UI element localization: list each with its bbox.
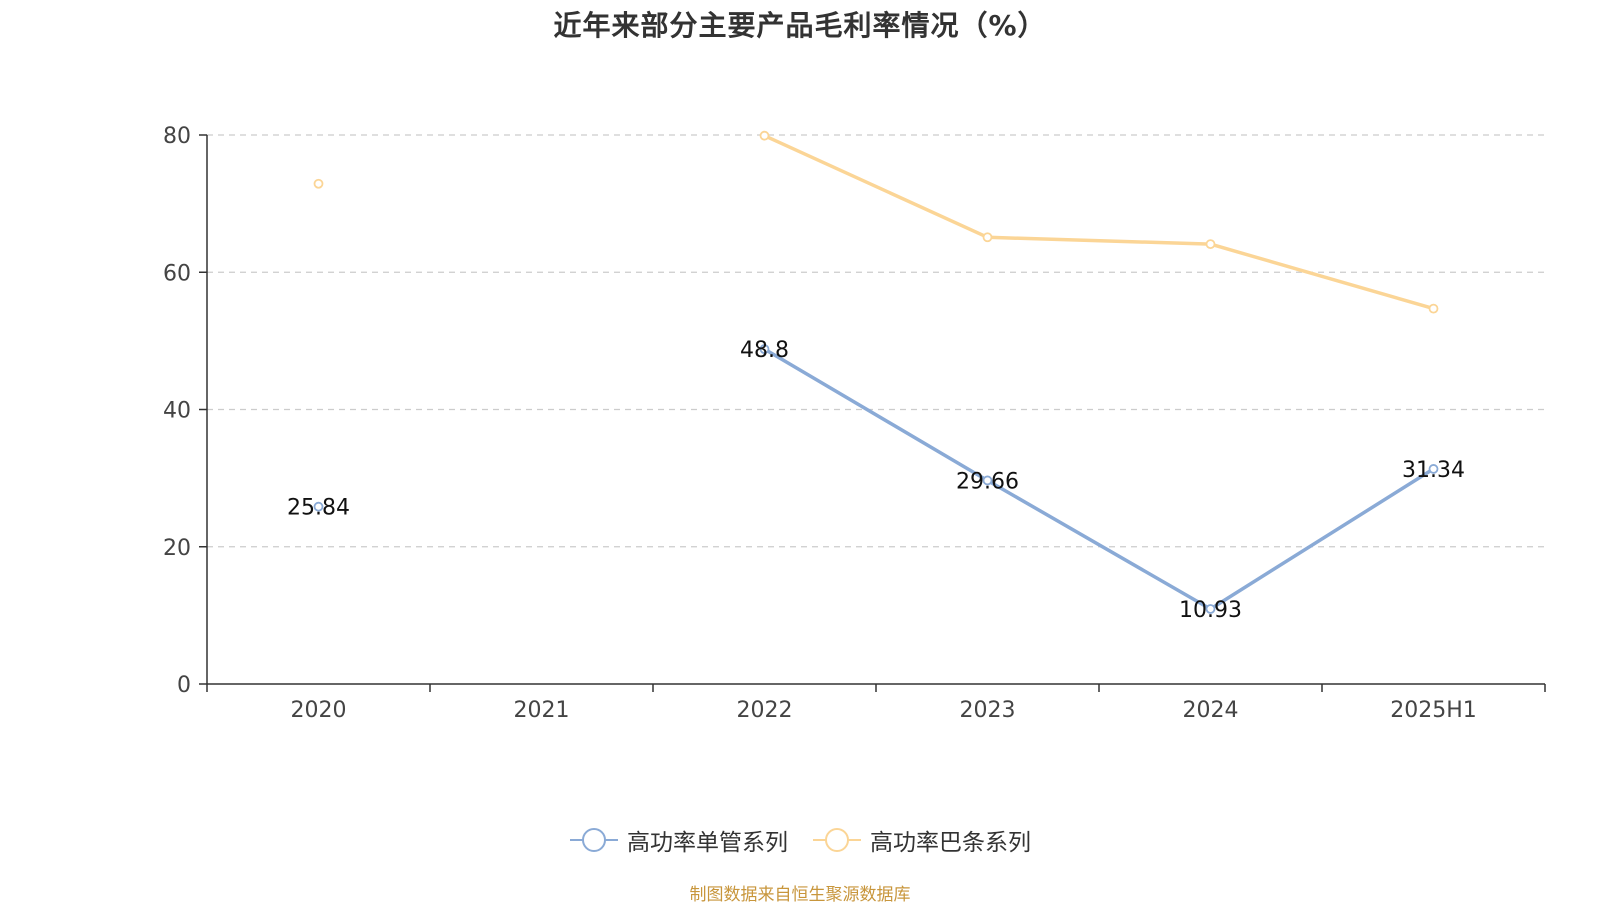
data-label: 31.34	[1402, 458, 1465, 483]
y-tick-label: 60	[163, 261, 191, 286]
x-tick-label: 2020	[291, 698, 347, 723]
series-line-2	[762, 133, 1436, 311]
legend-marker-icon	[813, 828, 861, 852]
y-tick-label: 40	[163, 399, 191, 424]
series-1-point[interactable]	[313, 501, 324, 512]
source-note: 制图数据来自恒生聚源数据库	[689, 885, 911, 905]
legend-item-1[interactable]: 高功率单管系列	[569, 823, 788, 857]
series-1-point[interactable]	[1428, 464, 1439, 474]
data-labels: 25.84 48.8 29.66 10.93 31.34	[287, 338, 1465, 623]
series-line-1	[762, 347, 1436, 611]
series-2-point[interactable]	[982, 232, 993, 243]
data-label: 10.93	[1179, 598, 1242, 623]
x-tick-label: 2022	[737, 698, 793, 723]
legend: 高功率单管系列 高功率巴条系列	[0, 820, 1600, 860]
x-tick-label: 2023	[960, 698, 1016, 723]
series-lines	[313, 130, 1439, 614]
legend-item-2[interactable]: 高功率巴条系列	[812, 823, 1031, 857]
series-1-point[interactable]	[1205, 604, 1216, 614]
legend-label: 高功率单管系列	[627, 830, 788, 856]
series-1-point[interactable]	[982, 475, 993, 486]
y-tick-label: 20	[163, 536, 191, 561]
series-2-point[interactable]	[1428, 303, 1439, 314]
series-1-point[interactable]	[759, 344, 770, 355]
chart-title: 近年来部分主要产品毛利率情况（%）	[553, 9, 1047, 42]
data-label: 29.66	[956, 469, 1019, 494]
x-tick-label: 2025H1	[1390, 698, 1477, 723]
data-label: 48.8	[740, 338, 789, 363]
y-tick-label: 0	[177, 673, 191, 698]
legend-label: 高功率巴条系列	[870, 830, 1031, 856]
series-2-point[interactable]	[313, 178, 324, 189]
axes: 0 20 40 60 80 2020 2021 2022 2023 2024 2025H1	[163, 124, 1546, 723]
legend-marker-icon	[570, 828, 618, 852]
data-label: 25.84	[287, 496, 350, 521]
series-2-point[interactable]	[759, 130, 770, 141]
series-2-point[interactable]	[1205, 239, 1216, 250]
grid-lines	[207, 134, 1545, 548]
y-tick-label: 80	[163, 124, 191, 149]
x-tick-label: 2024	[1183, 698, 1239, 723]
x-tick-label: 2021	[514, 698, 570, 723]
